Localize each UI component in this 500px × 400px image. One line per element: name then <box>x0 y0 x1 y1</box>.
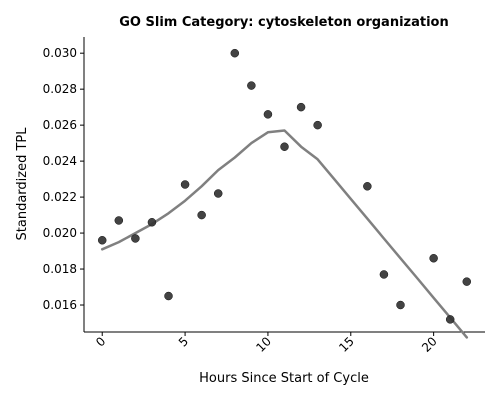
data-point <box>147 218 157 227</box>
y-axis-label: Standardized TPL <box>15 127 30 241</box>
data-point <box>263 110 273 119</box>
x-tick-label: 0 <box>93 334 108 349</box>
data-point <box>164 291 173 301</box>
data-point <box>429 254 438 263</box>
data-point <box>296 102 306 112</box>
data-point <box>313 120 322 130</box>
data-point <box>280 142 289 151</box>
data-point <box>97 236 107 245</box>
x-tick-label: 5 <box>176 334 191 349</box>
data-point <box>180 180 190 189</box>
data-point <box>213 189 223 198</box>
x-tick-label: 20 <box>419 334 440 355</box>
axes: 0.016 0.018 0.020 0.022 0.024 0.026 0.028 0.030… <box>43 37 485 355</box>
y-tick-label: 0.028 <box>43 82 77 96</box>
y-tick-label: 0.024 <box>43 154 77 168</box>
data-point <box>247 81 256 90</box>
chart-title: GO Slim Category: cytoskeleton organizat… <box>119 15 449 30</box>
y-tick-label: 0.030 <box>43 46 77 60</box>
data-point <box>445 315 455 324</box>
data-point <box>363 182 372 191</box>
y-tick-label: 0.020 <box>43 226 77 240</box>
y-tick-label: 0.018 <box>43 262 77 276</box>
x-axis-label: Hours Since Start of Cycle <box>199 371 369 386</box>
y-tick-label: 0.026 <box>43 118 77 132</box>
data-point <box>131 234 140 243</box>
data-point <box>197 210 206 220</box>
y-tick-label: 0.022 <box>43 190 77 204</box>
data-point <box>396 300 405 310</box>
x-tick-label: 15 <box>336 334 357 355</box>
data-point <box>230 48 240 58</box>
data-point <box>379 270 389 279</box>
y-tick-label: 0.016 <box>43 298 77 312</box>
trend-line <box>100 129 469 339</box>
plot-area <box>97 48 472 339</box>
data-point <box>114 216 124 225</box>
x-tick-label: 10 <box>253 334 274 355</box>
data-point <box>462 277 472 286</box>
